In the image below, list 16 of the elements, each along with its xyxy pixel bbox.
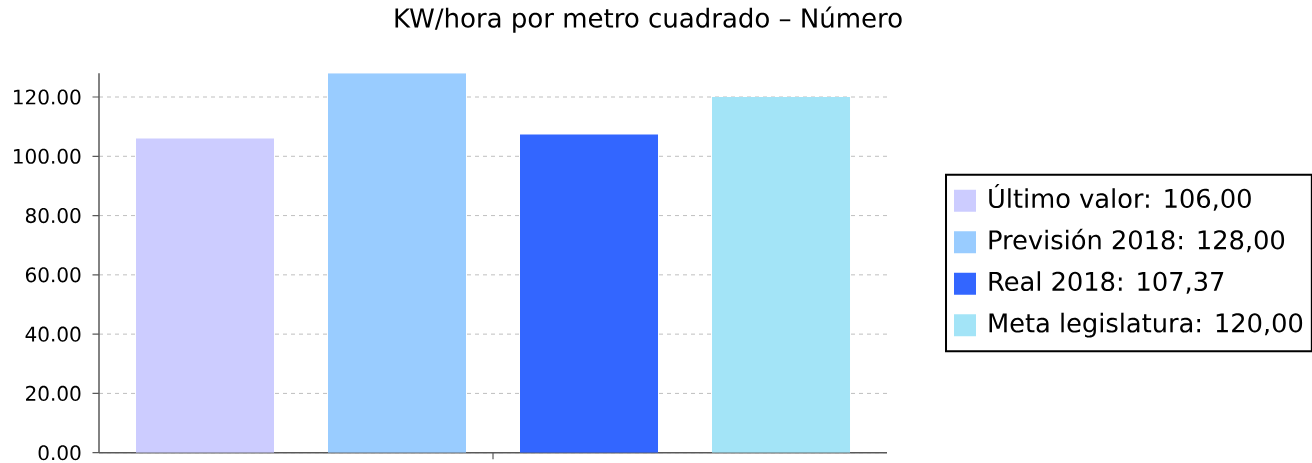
legend-label: Real 2018: 107,37	[989, 271, 1224, 294]
chart-title: KW/hora por metro cuadrado – Número	[395, 6, 902, 33]
legend-label: Meta legislatura: 120,00	[989, 312, 1303, 338]
legend-label: Previsión 2018: 128,00	[989, 228, 1285, 253]
y-tick-label: 0.00	[38, 445, 81, 461]
y-tick-label: 20.00	[26, 385, 81, 401]
y-tick-label: 80.00	[25, 208, 81, 224]
y-tick-label: 40.00	[25, 326, 81, 342]
y-tick-label: 120.00	[14, 89, 81, 105]
y-tick-label: 100.00	[14, 148, 81, 164]
bar	[328, 73, 466, 453]
bar	[136, 138, 274, 453]
legend-label: Último valor: 106,00	[989, 183, 1251, 211]
bar	[712, 97, 851, 453]
y-tick-label: 60.00	[25, 267, 81, 283]
bar	[520, 134, 659, 453]
